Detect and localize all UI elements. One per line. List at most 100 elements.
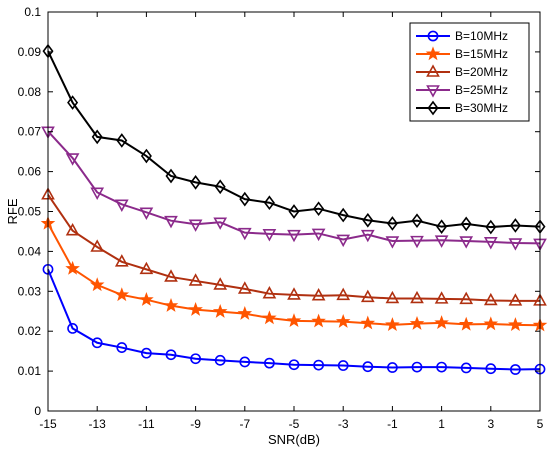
data-point [460, 362, 472, 374]
y-tick-label: 0.03 [18, 284, 42, 298]
data-point [65, 153, 80, 166]
y-tick-label: 0.1 [24, 5, 41, 19]
data-point [165, 349, 177, 361]
data-point [311, 228, 326, 242]
data-point [114, 287, 130, 302]
data-point [509, 218, 521, 233]
data-point [434, 315, 449, 330]
data-point [436, 361, 447, 373]
data-point [434, 291, 449, 304]
data-point [164, 215, 178, 229]
data-point [311, 313, 326, 328]
data-point [239, 191, 251, 207]
data-point [434, 235, 449, 248]
data-point [483, 316, 499, 331]
x-tick-label: -13 [89, 417, 107, 431]
data-point [188, 301, 203, 316]
data-point [288, 359, 300, 371]
series-b-30mhz [42, 43, 546, 235]
legend-label: B=10MHz [455, 29, 508, 43]
data-point [287, 287, 301, 300]
data-point [114, 199, 129, 212]
data-point [386, 216, 398, 231]
data-point [360, 315, 376, 330]
data-point [213, 217, 228, 230]
data-point [114, 254, 129, 267]
data-point [409, 315, 425, 330]
x-tick-label: 3 [487, 417, 494, 431]
y-axis-label: RFE [5, 198, 20, 224]
data-point [411, 361, 423, 373]
data-point [459, 291, 474, 305]
data-point [360, 289, 375, 303]
data-point [288, 204, 300, 219]
x-tick-label: 1 [438, 417, 445, 431]
data-point [190, 353, 201, 365]
data-point [65, 260, 80, 275]
data-point [262, 229, 277, 242]
data-point [385, 317, 400, 332]
x-tick-label: -7 [239, 417, 250, 431]
data-point [508, 293, 523, 306]
data-point [90, 187, 105, 201]
x-tick-label: -11 [138, 417, 155, 431]
data-point [483, 292, 498, 306]
x-tick-label: -9 [190, 417, 201, 431]
series-line [47, 194, 540, 302]
data-point [116, 133, 128, 148]
data-point [263, 357, 275, 369]
data-point [313, 359, 324, 371]
data-point [311, 288, 326, 301]
data-point [164, 269, 178, 282]
data-point [410, 290, 424, 304]
legend-label: B=25MHz [455, 83, 508, 97]
x-tick-label: -3 [338, 417, 349, 431]
y-tick-label: 0.06 [18, 165, 42, 179]
data-point [510, 364, 521, 375]
series-layer [40, 43, 548, 375]
data-point [89, 277, 105, 292]
data-point [360, 229, 375, 243]
data-point [436, 219, 448, 234]
data-point [139, 261, 154, 275]
data-point [410, 235, 424, 249]
y-tick-label: 0.07 [18, 125, 42, 139]
data-point [90, 239, 105, 252]
legend-marker [427, 30, 439, 42]
data-point [385, 236, 400, 249]
data-point [190, 175, 202, 190]
legend-marker [426, 85, 440, 98]
data-point [508, 317, 523, 332]
data-point [188, 219, 203, 232]
series-b-20mhz [41, 187, 547, 306]
x-axis-label: SNR(dB) [268, 432, 320, 447]
legend: B=10MHz B=15MHz B=20MHz B=25MHz B=30MHz [409, 22, 530, 122]
legend-marker [425, 46, 441, 61]
data-point [91, 129, 103, 145]
x-tick-label: 5 [537, 417, 544, 431]
x-tick-label: -1 [387, 417, 398, 431]
y-tick-label: 0.05 [18, 205, 42, 219]
data-point [337, 207, 349, 223]
legend-label: B=15MHz [455, 47, 508, 61]
data-point [237, 227, 252, 241]
y-tick-label: 0.09 [18, 45, 42, 59]
series-line [47, 268, 541, 371]
data-point [362, 212, 374, 228]
data-point [188, 273, 203, 286]
legend-label: B=20MHz [455, 65, 508, 79]
data-point [140, 347, 152, 359]
data-point [237, 281, 252, 294]
data-point [116, 342, 128, 353]
data-point [337, 360, 349, 371]
data-point [263, 195, 275, 211]
y-tick-label: 0.02 [18, 324, 42, 338]
data-point [165, 168, 177, 184]
data-point [65, 222, 80, 236]
data-point [287, 229, 301, 243]
data-point [411, 213, 423, 229]
y-tick-label: 0.08 [18, 85, 42, 99]
data-point [385, 290, 400, 304]
data-point [460, 216, 472, 232]
data-point [262, 286, 277, 299]
